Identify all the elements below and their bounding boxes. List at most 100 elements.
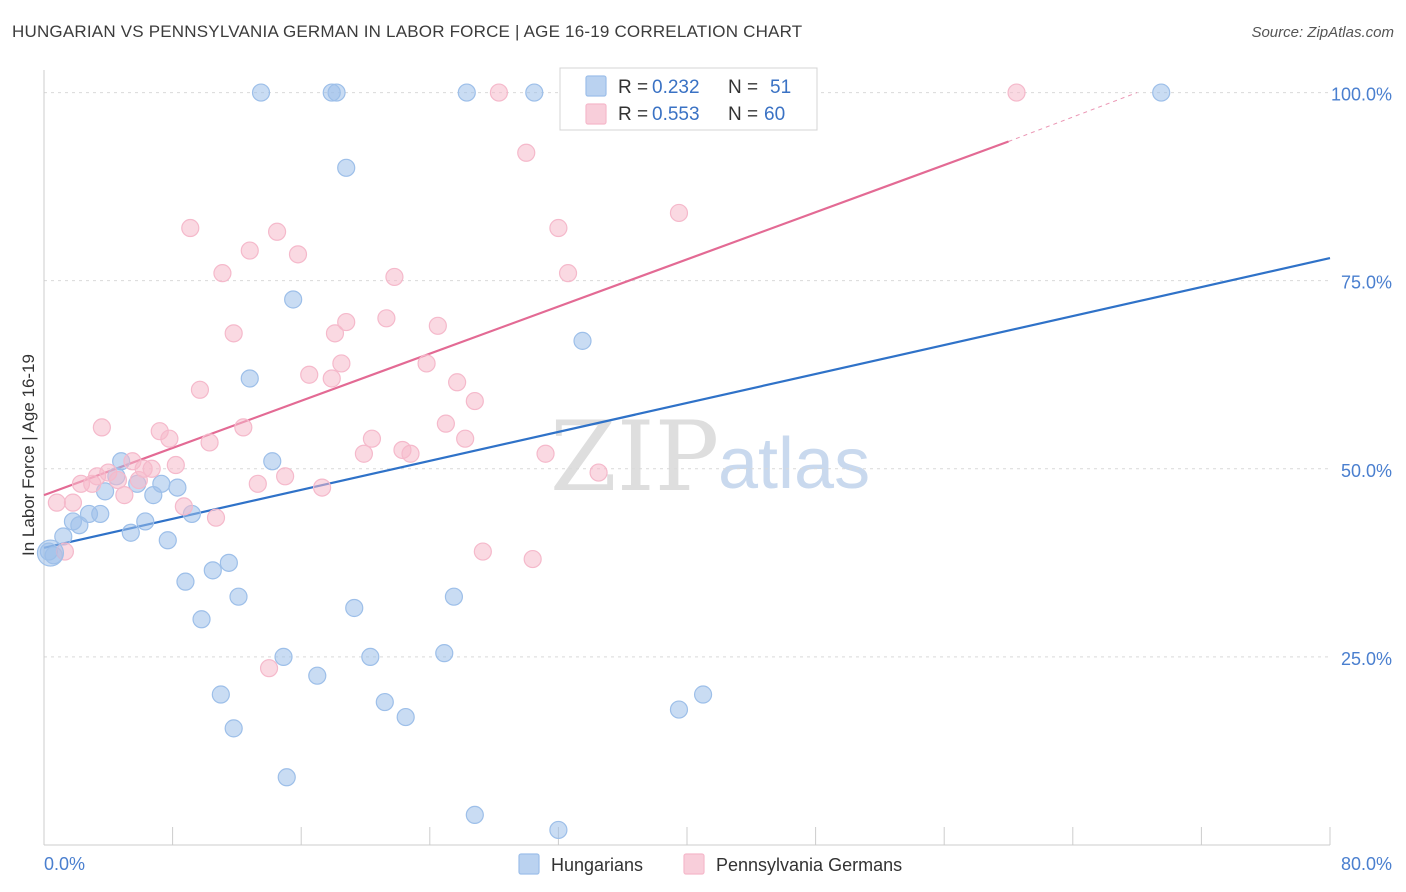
point-pennsylvania-germans-21 bbox=[206, 508, 226, 527]
legend-r-label-0: R = bbox=[618, 77, 648, 98]
point-pennsylvania-germans-39 bbox=[377, 309, 396, 328]
point-pennsylvania-germans-34 bbox=[325, 324, 345, 343]
point-hungarians-14 bbox=[152, 474, 171, 493]
point-pennsylvania-germans-40 bbox=[385, 267, 404, 287]
legend-r-value-0: 0.232 bbox=[652, 77, 700, 98]
point-hungarians-44 bbox=[549, 820, 568, 840]
y-tick-label-100: 100.0% bbox=[1331, 85, 1392, 105]
point-pennsylvania-germans-20 bbox=[200, 433, 219, 452]
trend-line-pennsylvania-germans-extension bbox=[1008, 92, 1138, 142]
watermark-zip: ZIP bbox=[550, 401, 719, 513]
point-hungarians-21 bbox=[211, 685, 230, 704]
grid-lines bbox=[44, 92, 1330, 658]
point-hungarians-36 bbox=[361, 647, 380, 666]
point-pennsylvania-germans-31 bbox=[300, 365, 319, 384]
point-pennsylvania-germans-58 bbox=[669, 203, 689, 223]
point-hungarians-47 bbox=[693, 685, 713, 704]
point-hungarians-35 bbox=[345, 598, 364, 618]
point-hungarians-37 bbox=[375, 692, 394, 712]
point-pennsylvania-germans-47 bbox=[456, 429, 475, 448]
point-pennsylvania-germans-50 bbox=[489, 83, 509, 102]
point-pennsylvania-germans-16 bbox=[166, 455, 185, 475]
point-pennsylvania-germans-56 bbox=[589, 463, 608, 482]
point-pennsylvania-germans-17 bbox=[174, 497, 193, 516]
y-axis-title: In Labor Force | Age 16-19 bbox=[19, 354, 38, 556]
legend-r-value-1: 0.553 bbox=[652, 104, 700, 125]
point-pennsylvania-germans-15 bbox=[160, 429, 179, 448]
point-hungarians-30 bbox=[284, 290, 303, 309]
point-hungarians-10 bbox=[121, 523, 140, 542]
point-hungarians-49 bbox=[1152, 83, 1171, 102]
chart-title: HUNGARIAN VS PENNSYLVANIA GERMAN IN LABO… bbox=[12, 22, 803, 41]
point-hungarians-39 bbox=[435, 644, 454, 663]
point-hungarians-34 bbox=[337, 158, 356, 177]
point-hungarians-26 bbox=[251, 83, 271, 102]
point-pennsylvania-germans-13 bbox=[142, 459, 161, 478]
bottom-legend-label-hungarians: Hungarians bbox=[551, 855, 643, 875]
point-pennsylvania-germans-54 bbox=[549, 218, 568, 238]
point-hungarians-20 bbox=[203, 561, 222, 580]
point-pennsylvania-germans-43 bbox=[417, 354, 436, 373]
bottom-legend-swatch-hungarians bbox=[518, 853, 540, 875]
point-pennsylvania-germans-6 bbox=[92, 418, 111, 437]
legend-r-label-1: R = bbox=[618, 104, 648, 125]
point-pennsylvania-germans-38 bbox=[362, 429, 382, 448]
point-pennsylvania-germans-52 bbox=[523, 549, 542, 569]
point-pennsylvania-germans-35 bbox=[332, 354, 351, 373]
point-hungarians-cluster bbox=[36, 539, 65, 567]
point-hungarians-40 bbox=[444, 587, 464, 606]
legend-n-label-1: N = bbox=[728, 104, 758, 125]
point-hungarians-23 bbox=[224, 719, 243, 738]
point-hungarians-12 bbox=[136, 512, 155, 531]
data-points bbox=[36, 83, 1171, 840]
legend-swatch-hungarians bbox=[585, 75, 607, 97]
point-pennsylvania-germans-48 bbox=[465, 391, 484, 411]
point-pennsylvania-germans-25 bbox=[240, 241, 259, 260]
point-pennsylvania-germans-9 bbox=[115, 486, 134, 505]
point-pennsylvania-germans-55 bbox=[558, 264, 578, 283]
point-hungarians-6 bbox=[91, 504, 110, 524]
stats-legend: R = 0.232 N = 51 R = 0.553 N = 60 bbox=[559, 67, 818, 131]
x-tick-label-max: 80.0% bbox=[1341, 854, 1392, 874]
point-pennsylvania-germans-59 bbox=[1007, 83, 1026, 102]
point-pennsylvania-germans-44 bbox=[428, 316, 447, 335]
point-hungarians-28 bbox=[274, 647, 293, 666]
point-pennsylvania-germans-29 bbox=[276, 467, 295, 486]
point-hungarians-24 bbox=[229, 587, 248, 606]
point-pennsylvania-germans-42 bbox=[401, 444, 420, 463]
trend-line-hungarians bbox=[43, 257, 1331, 549]
y-tick-labels: 25.0% 50.0% 75.0% 100.0% bbox=[1331, 85, 1392, 669]
watermark-atlas: atlas bbox=[718, 424, 870, 504]
point-hungarians-43 bbox=[525, 83, 544, 102]
point-hungarians-38 bbox=[396, 707, 415, 727]
legend-n-value-1: 60 bbox=[764, 104, 785, 125]
chart-source: Source: ZipAtlas.com bbox=[1251, 24, 1394, 41]
point-pennsylvania-germans-30 bbox=[288, 245, 308, 264]
point-pennsylvania-germans-22 bbox=[213, 264, 232, 283]
point-pennsylvania-germans-26 bbox=[248, 474, 267, 493]
watermark: ZIP atlas bbox=[550, 401, 870, 513]
point-pennsylvania-germans-32 bbox=[312, 478, 332, 497]
point-hungarians-17 bbox=[176, 572, 195, 591]
point-pennsylvania-germans-46 bbox=[448, 373, 467, 392]
point-hungarians-45 bbox=[573, 331, 592, 350]
point-pennsylvania-germans-18 bbox=[181, 218, 200, 238]
point-pennsylvania-germans-28 bbox=[267, 222, 287, 241]
point-hungarians-25 bbox=[240, 369, 259, 388]
legend-n-label-0: N = bbox=[728, 77, 758, 98]
point-hungarians-42 bbox=[465, 805, 484, 825]
point-pennsylvania-germans-23 bbox=[224, 324, 243, 343]
point-hungarians-31 bbox=[308, 666, 327, 685]
point-pennsylvania-germans-53 bbox=[536, 444, 555, 463]
point-hungarians-33 bbox=[327, 83, 346, 102]
y-tick-label-75: 75.0% bbox=[1341, 273, 1392, 293]
point-pennsylvania-germans-2 bbox=[63, 493, 83, 512]
point-pennsylvania-germans-0 bbox=[47, 493, 66, 512]
point-pennsylvania-germans-37 bbox=[354, 444, 373, 463]
x-tick-label-min: 0.0% bbox=[44, 854, 85, 874]
bottom-legend-label-pennsylvania-germans: Pennsylvania Germans bbox=[716, 855, 902, 875]
point-hungarians-27 bbox=[263, 452, 282, 471]
point-pennsylvania-germans-51 bbox=[517, 143, 536, 162]
bottom-legend-swatch-pennsylvania-germans bbox=[683, 853, 705, 875]
